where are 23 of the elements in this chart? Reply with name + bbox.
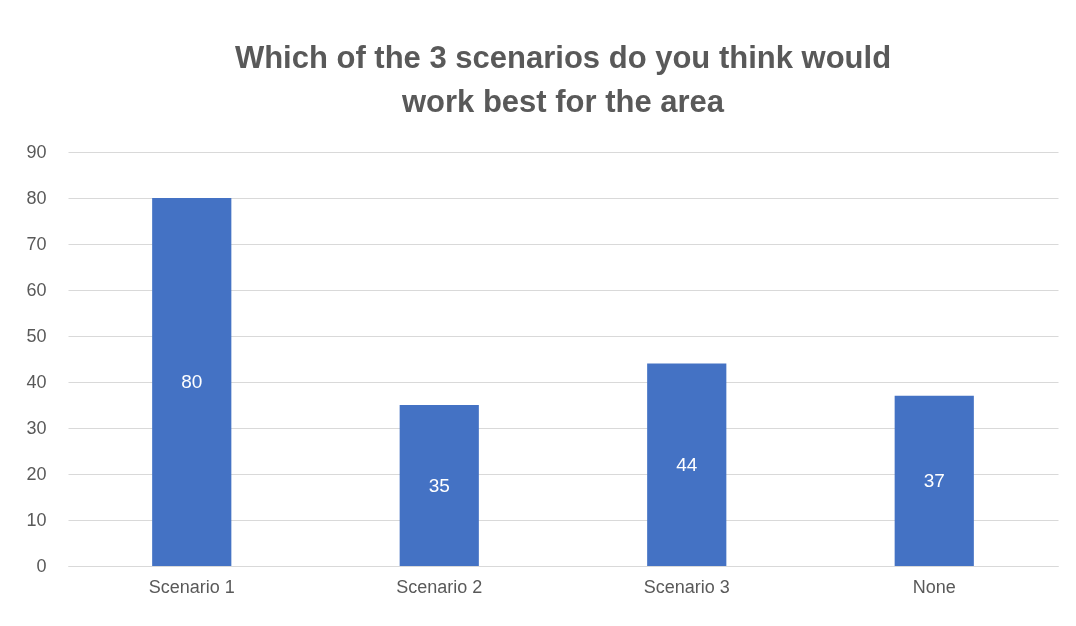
data-label: 35 <box>428 474 450 496</box>
y-tick-label: 80 <box>26 187 47 208</box>
y-tick-label: 70 <box>26 233 47 254</box>
data-label: 37 <box>923 469 945 491</box>
data-label: 80 <box>181 371 203 392</box>
data-label: 44 <box>676 453 698 475</box>
y-tick-label: 10 <box>26 509 47 530</box>
x-tick-label: Scenario 1 <box>148 576 235 597</box>
y-tick-label: 60 <box>26 279 47 300</box>
y-tick-label: 20 <box>26 463 47 484</box>
y-tick-label: 90 <box>26 141 47 162</box>
y-tick-label: 50 <box>26 325 47 346</box>
bar <box>647 363 727 566</box>
x-tick-label: None <box>912 576 956 597</box>
chart-title: Which of the 3 scenarios do you think would work best for the area <box>234 40 892 119</box>
bar <box>894 395 974 566</box>
bar <box>399 405 479 566</box>
y-tick-label: 0 <box>36 555 47 576</box>
bar <box>152 198 232 566</box>
y-tick-label: 40 <box>26 371 47 392</box>
y-tick-label: 30 <box>26 417 47 438</box>
x-tick-label: Scenario 2 <box>396 576 483 597</box>
x-tick-label: Scenario 3 <box>643 576 730 597</box>
